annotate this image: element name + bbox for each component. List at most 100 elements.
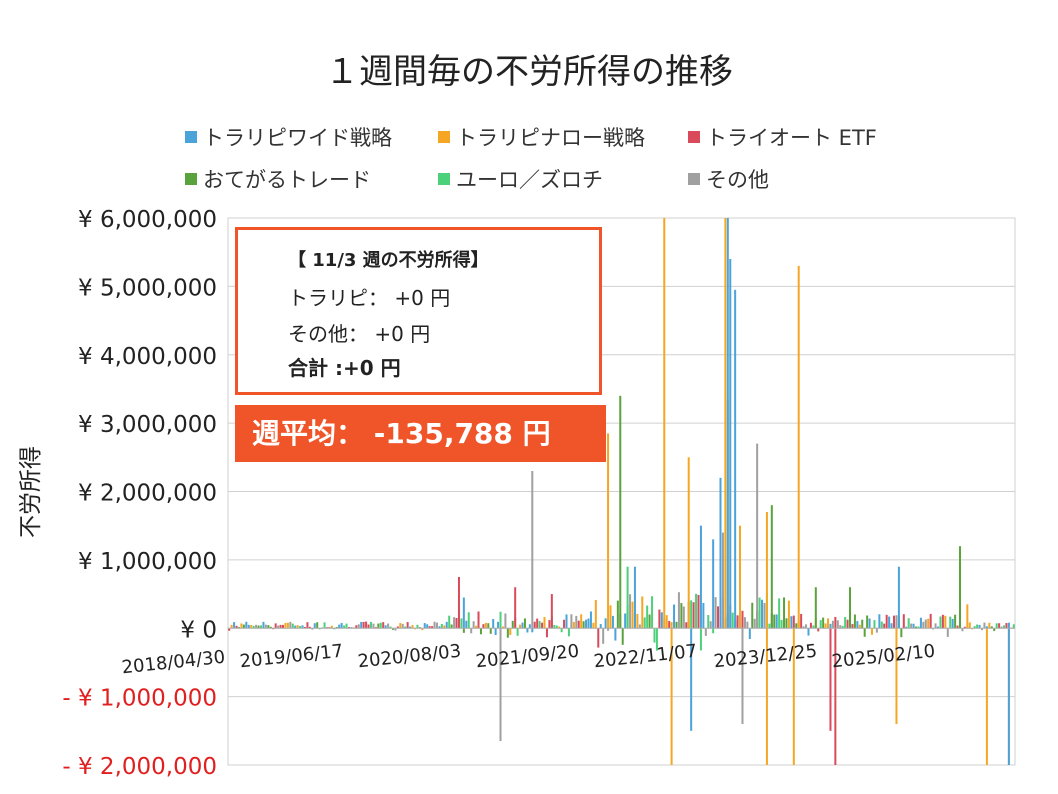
bar-weekly [426,624,429,629]
bar-weekly [262,621,265,629]
bar-weekly [521,622,524,629]
bar-weekly [695,593,698,629]
bar-weekly [758,597,761,629]
bar-weekly [912,623,915,629]
bar-notable [712,539,715,629]
bar-weekly [763,602,766,629]
bar-weekly [604,618,607,629]
y-tick-label: ¥ 2,000,000 [78,481,217,507]
chart-bars [228,218,1015,765]
bar-weekly [372,623,375,629]
bar-weekly [343,625,346,629]
bar-weekly [829,623,832,629]
x-tick-label: 2023/12/25 [713,641,818,673]
bar-weekly [611,615,614,629]
bar-weekly [301,625,304,629]
bar-weekly [643,617,646,629]
bar-weekly [668,620,671,629]
bar-weekly [277,625,280,629]
legend-swatch-otegaru [185,173,197,185]
bar-weekly [817,628,820,632]
bar-weekly [460,618,463,629]
bar-weekly [629,594,632,629]
bar-weekly [761,599,764,629]
bar-weekly [868,618,871,629]
x-tick-label: 2021/09/20 [475,641,580,673]
bar-weekly [467,612,470,629]
bar-weekly [497,621,500,629]
legend-swatch-narrow [438,131,450,143]
bar-weekly [318,628,321,630]
bar-weekly [853,614,856,629]
bar-weekly [929,613,932,629]
bar-weekly [895,615,898,629]
bar-weekly [946,628,949,637]
bar-weekly [985,626,988,629]
bar-weekly [379,622,382,629]
bar-weekly [355,625,358,629]
legend-swatch-eurpln [438,173,450,185]
bar-notable [626,566,629,629]
bar-weekly [802,626,805,629]
bar-weekly [504,613,507,629]
bar-notable [607,433,610,629]
bar-weekly [257,625,260,629]
bar-weekly [736,615,739,629]
bar-weekly [665,615,668,629]
bar-weekly [338,624,341,629]
bar-weekly [743,617,746,629]
bar-weekly [753,618,756,629]
bar-notable [741,628,744,724]
bar-weekly [1005,623,1008,629]
bar-weekly [421,628,424,631]
bar-weekly [259,625,262,629]
bar-weekly [509,628,512,635]
bar-notable [834,628,837,765]
bar-weekly [621,628,624,645]
bar-weekly [264,624,267,629]
x-tick-label: 2025/02/10 [831,641,936,673]
bar-weekly [294,625,297,629]
info-total: 合計 :+0 円 [288,356,401,380]
bar-weekly [653,628,656,643]
bar-weekly [778,598,781,629]
bar-weekly [939,616,942,629]
bar-weekly [567,628,570,637]
bar-weekly [841,625,844,629]
bar-weekly [281,624,284,629]
bar-weekly [836,620,839,629]
bar-weekly [846,619,849,629]
bar-weekly [482,624,485,629]
bar-weekly [785,618,788,629]
bar-weekly [1000,626,1003,629]
bar-notable [966,604,969,629]
bar-weekly [819,620,822,629]
bar-notable [687,457,690,629]
bar-weekly [680,603,683,629]
legend-label-other: その他 [706,168,769,192]
bar-weekly [347,627,350,629]
bar-weekly [712,628,715,634]
bar-weekly [690,600,693,629]
bar-weekly [624,613,627,629]
bar-weekly [941,614,944,629]
bar-weekly [235,625,238,629]
bar-weekly [597,628,600,648]
bar-weekly [971,628,974,630]
bar-weekly [335,627,338,629]
bar-weekly [325,627,328,629]
bar-notable [663,218,666,629]
bar-weekly [462,628,465,633]
bar-notable [792,628,795,765]
bar-notable [550,594,553,629]
bar-notable [895,628,898,724]
bar-weekly [883,623,886,629]
bar-weekly [824,623,827,629]
bar-weekly [787,600,790,629]
bar-weekly [795,623,798,629]
bar-weekly [548,620,551,629]
bar-weekly [391,628,394,630]
bar-weekly [296,625,299,629]
bar-weekly [401,623,404,629]
bar-weekly [399,623,402,629]
